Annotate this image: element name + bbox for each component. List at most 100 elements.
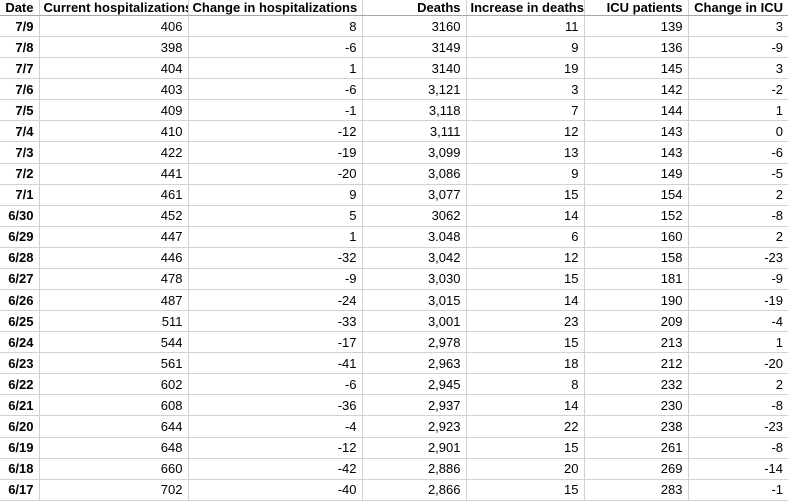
cell-change-in-hospitalizations[interactable]: -6: [187, 78, 363, 101]
column-header-increase-in-deaths[interactable]: Increase in deaths: [465, 0, 585, 16]
cell-current-hospitalizations[interactable]: 478: [38, 267, 189, 291]
cell-icu-patients[interactable]: 160: [583, 225, 689, 248]
cell-change-in-hospitalizations[interactable]: -24: [187, 289, 363, 312]
cell-icu-patients[interactable]: 149: [583, 162, 689, 185]
cell-change-in-icu[interactable]: -23: [687, 246, 788, 269]
cell-current-hospitalizations[interactable]: 648: [38, 436, 189, 459]
cell-change-in-icu[interactable]: -9: [687, 267, 788, 291]
cell-icu-patients[interactable]: 213: [583, 331, 689, 354]
cell-deaths[interactable]: 3062: [361, 204, 467, 227]
cell-change-in-icu[interactable]: -8: [687, 204, 788, 227]
cell-deaths[interactable]: 2,866: [361, 478, 467, 501]
cell-date[interactable]: 6/19: [0, 436, 40, 459]
cell-current-hospitalizations[interactable]: 561: [38, 352, 189, 375]
cell-change-in-hospitalizations[interactable]: 5: [187, 204, 363, 227]
cell-icu-patients[interactable]: 238: [583, 415, 689, 438]
cell-increase-in-deaths[interactable]: 12: [465, 120, 585, 143]
cell-increase-in-deaths[interactable]: 15: [465, 267, 585, 291]
column-header-change-in-icu[interactable]: Change in ICU: [687, 0, 788, 16]
cell-change-in-hospitalizations[interactable]: -19: [187, 141, 363, 164]
cell-deaths[interactable]: 2,886: [361, 457, 467, 480]
cell-increase-in-deaths[interactable]: 15: [465, 183, 585, 206]
cell-date[interactable]: 7/8: [0, 36, 40, 59]
cell-icu-patients[interactable]: 190: [583, 289, 689, 312]
cell-date[interactable]: 6/29: [0, 225, 40, 248]
cell-increase-in-deaths[interactable]: 8: [465, 373, 585, 396]
cell-change-in-hospitalizations[interactable]: -36: [187, 394, 363, 417]
cell-increase-in-deaths[interactable]: 11: [465, 14, 585, 38]
column-header-current-hospitalizations[interactable]: Current hospitalizations: [38, 0, 189, 16]
cell-deaths[interactable]: 2,945: [361, 373, 467, 396]
cell-icu-patients[interactable]: 142: [583, 78, 689, 101]
cell-deaths[interactable]: 3.048: [361, 225, 467, 248]
cell-date[interactable]: 7/1: [0, 183, 40, 206]
cell-change-in-icu[interactable]: -20: [687, 352, 788, 375]
column-header-change-in-hospitalizations[interactable]: Change in hospitalizations: [187, 0, 363, 16]
cell-current-hospitalizations[interactable]: 441: [38, 162, 189, 185]
cell-change-in-hospitalizations[interactable]: -12: [187, 436, 363, 459]
cell-increase-in-deaths[interactable]: 7: [465, 99, 585, 122]
cell-icu-patients[interactable]: 181: [583, 267, 689, 291]
cell-change-in-hospitalizations[interactable]: -17: [187, 331, 363, 354]
cell-icu-patients[interactable]: 152: [583, 204, 689, 227]
cell-increase-in-deaths[interactable]: 9: [465, 162, 585, 185]
cell-deaths[interactable]: 3,118: [361, 99, 467, 122]
cell-current-hospitalizations[interactable]: 403: [38, 78, 189, 101]
cell-deaths[interactable]: 2,963: [361, 352, 467, 375]
cell-date[interactable]: 6/26: [0, 289, 40, 312]
cell-change-in-icu[interactable]: -19: [687, 289, 788, 312]
cell-deaths[interactable]: 3,099: [361, 141, 467, 164]
cell-current-hospitalizations[interactable]: 511: [38, 310, 189, 333]
cell-change-in-hospitalizations[interactable]: -9: [187, 267, 363, 291]
cell-change-in-icu[interactable]: 3: [687, 14, 788, 38]
cell-icu-patients[interactable]: 143: [583, 141, 689, 164]
cell-deaths[interactable]: 2,937: [361, 394, 467, 417]
cell-icu-patients[interactable]: 209: [583, 310, 689, 333]
cell-increase-in-deaths[interactable]: 13: [465, 141, 585, 164]
cell-date[interactable]: 6/24: [0, 331, 40, 354]
cell-date[interactable]: 6/30: [0, 204, 40, 227]
cell-date[interactable]: 7/7: [0, 57, 40, 80]
cell-deaths[interactable]: 3,015: [361, 289, 467, 312]
cell-deaths[interactable]: 3149: [361, 36, 467, 59]
cell-icu-patients[interactable]: 283: [583, 478, 689, 501]
cell-change-in-hospitalizations[interactable]: -20: [187, 162, 363, 185]
cell-change-in-icu[interactable]: -23: [687, 415, 788, 438]
cell-change-in-hospitalizations[interactable]: -1: [187, 99, 363, 122]
cell-date[interactable]: 7/2: [0, 162, 40, 185]
cell-current-hospitalizations[interactable]: 487: [38, 289, 189, 312]
cell-deaths[interactable]: 3160: [361, 14, 467, 38]
cell-deaths[interactable]: 2,901: [361, 436, 467, 459]
cell-date[interactable]: 6/23: [0, 352, 40, 375]
cell-date[interactable]: 6/18: [0, 457, 40, 480]
cell-increase-in-deaths[interactable]: 15: [465, 436, 585, 459]
cell-current-hospitalizations[interactable]: 544: [38, 331, 189, 354]
cell-deaths[interactable]: 3,030: [361, 267, 467, 291]
cell-date[interactable]: 7/3: [0, 141, 40, 164]
cell-deaths[interactable]: 3,121: [361, 78, 467, 101]
cell-change-in-icu[interactable]: 2: [687, 183, 788, 206]
cell-current-hospitalizations[interactable]: 406: [38, 14, 189, 38]
cell-change-in-hospitalizations[interactable]: -32: [187, 246, 363, 269]
cell-deaths[interactable]: 3,111: [361, 120, 467, 143]
cell-current-hospitalizations[interactable]: 702: [38, 478, 189, 501]
cell-change-in-hospitalizations[interactable]: -41: [187, 352, 363, 375]
cell-change-in-icu[interactable]: -6: [687, 141, 788, 164]
cell-change-in-icu[interactable]: 1: [687, 99, 788, 122]
cell-deaths[interactable]: 2,923: [361, 415, 467, 438]
cell-change-in-hospitalizations[interactable]: -6: [187, 373, 363, 396]
cell-change-in-icu[interactable]: 0: [687, 120, 788, 143]
cell-increase-in-deaths[interactable]: 6: [465, 225, 585, 248]
cell-date[interactable]: 7/6: [0, 78, 40, 101]
cell-increase-in-deaths[interactable]: 23: [465, 310, 585, 333]
cell-date[interactable]: 6/27: [0, 267, 40, 291]
cell-increase-in-deaths[interactable]: 3: [465, 78, 585, 101]
cell-icu-patients[interactable]: 143: [583, 120, 689, 143]
cell-change-in-hospitalizations[interactable]: 9: [187, 183, 363, 206]
cell-current-hospitalizations[interactable]: 608: [38, 394, 189, 417]
cell-icu-patients[interactable]: 230: [583, 394, 689, 417]
cell-change-in-icu[interactable]: -5: [687, 162, 788, 185]
cell-change-in-hospitalizations[interactable]: 1: [187, 225, 363, 248]
cell-date[interactable]: 7/5: [0, 99, 40, 122]
cell-date[interactable]: 6/20: [0, 415, 40, 438]
